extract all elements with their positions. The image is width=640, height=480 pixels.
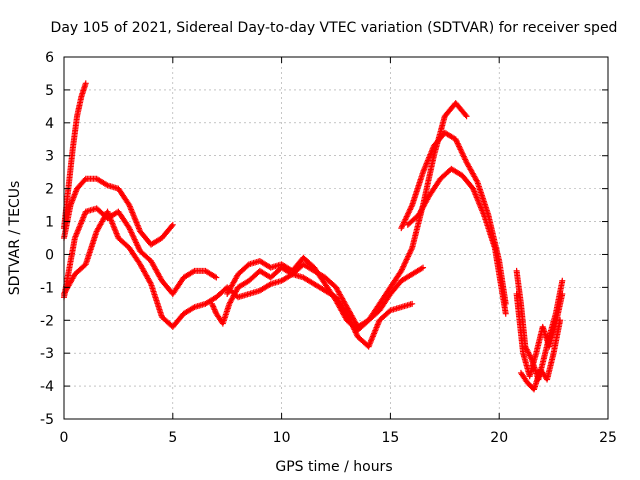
data-series — [517, 317, 564, 393]
y-tick-label: 0 — [45, 247, 54, 263]
data-point — [169, 221, 176, 228]
y-tick-label: 2 — [45, 182, 54, 198]
y-tick-label: -4 — [40, 379, 54, 395]
y-tick-label: -5 — [40, 412, 54, 428]
y-tick-label: 1 — [45, 215, 54, 231]
data-series — [61, 205, 220, 301]
x-tick-label: 0 — [60, 430, 69, 446]
data-series — [404, 165, 509, 317]
data-point — [82, 80, 89, 87]
data-point — [211, 273, 218, 280]
x-tick-label: 5 — [168, 430, 177, 446]
data-point — [420, 264, 427, 271]
data-points — [61, 80, 566, 393]
data-series — [513, 290, 566, 380]
y-tick-label: -2 — [40, 313, 54, 329]
data-point — [168, 223, 175, 230]
data-point — [213, 274, 220, 281]
y-tick-label: -3 — [40, 346, 54, 362]
axis-ticks: 0 5 10 15 20 25 -5 -4 -3 -2 -1 0 1 2 3 4 5 6 — [40, 50, 617, 446]
x-tick-label: 10 — [273, 430, 291, 446]
data-point — [418, 265, 425, 272]
y-tick-label: 3 — [45, 149, 54, 165]
chart-title: Day 105 of 2021, Sidereal Day-to-day VTE… — [51, 20, 618, 36]
y-tick-label: -1 — [40, 280, 54, 296]
data-point — [502, 310, 509, 317]
data-point — [462, 112, 469, 119]
y-tick-label: 5 — [45, 83, 54, 99]
data-point — [557, 317, 564, 324]
data-point — [409, 300, 416, 307]
x-tick-label: 25 — [599, 430, 617, 446]
data-point — [190, 304, 197, 311]
data-point — [266, 281, 273, 288]
x-axis-label: GPS time / hours — [275, 459, 392, 475]
plot-frame — [63, 56, 609, 420]
data-point — [559, 290, 566, 297]
data-series — [224, 100, 470, 334]
data-point — [81, 176, 88, 183]
y-axis-label: SDTVAR / TECUs — [7, 181, 23, 296]
data-point — [103, 181, 110, 188]
y-tick-label: 6 — [45, 50, 54, 66]
y-tick-label: 4 — [45, 116, 54, 132]
data-point — [190, 268, 197, 275]
data-point — [463, 113, 470, 120]
data-series — [398, 129, 509, 307]
x-tick-label: 15 — [381, 430, 399, 446]
data-point — [559, 277, 566, 284]
x-tick-label: 20 — [490, 430, 508, 446]
